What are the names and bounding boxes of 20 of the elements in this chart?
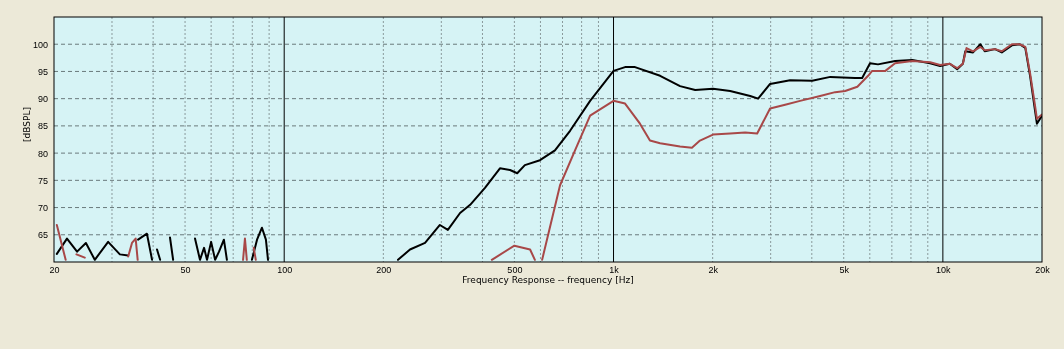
x-tick-label: 200 [376, 265, 392, 276]
x-tick-label: 1k [609, 265, 620, 276]
y-tick-label: 65 [37, 230, 48, 241]
x-tick-label: 500 [507, 265, 523, 276]
y-tick-label: 100 [32, 39, 48, 50]
y-tick-label: 90 [37, 94, 48, 105]
x-axis-title: Frequency Response -- frequency [Hz] [462, 275, 634, 285]
y-axis-title: [dBSPL] [22, 107, 32, 142]
x-tick-label: 20k [1035, 265, 1051, 276]
x-tick-label: 100 [277, 265, 293, 276]
x-tick-label: 5k [839, 265, 850, 276]
y-tick-label: 85 [37, 121, 48, 132]
y-tick-label: 75 [37, 175, 48, 186]
x-tick-label: 50 [180, 265, 191, 276]
y-tick-label: 80 [37, 148, 48, 159]
y-tick-label: 70 [37, 202, 48, 213]
x-tick-label: 10k [936, 265, 952, 276]
y-tick-label: 95 [37, 66, 48, 77]
x-tick-label: 2k [708, 265, 719, 276]
x-tick-label: 20 [49, 265, 60, 276]
